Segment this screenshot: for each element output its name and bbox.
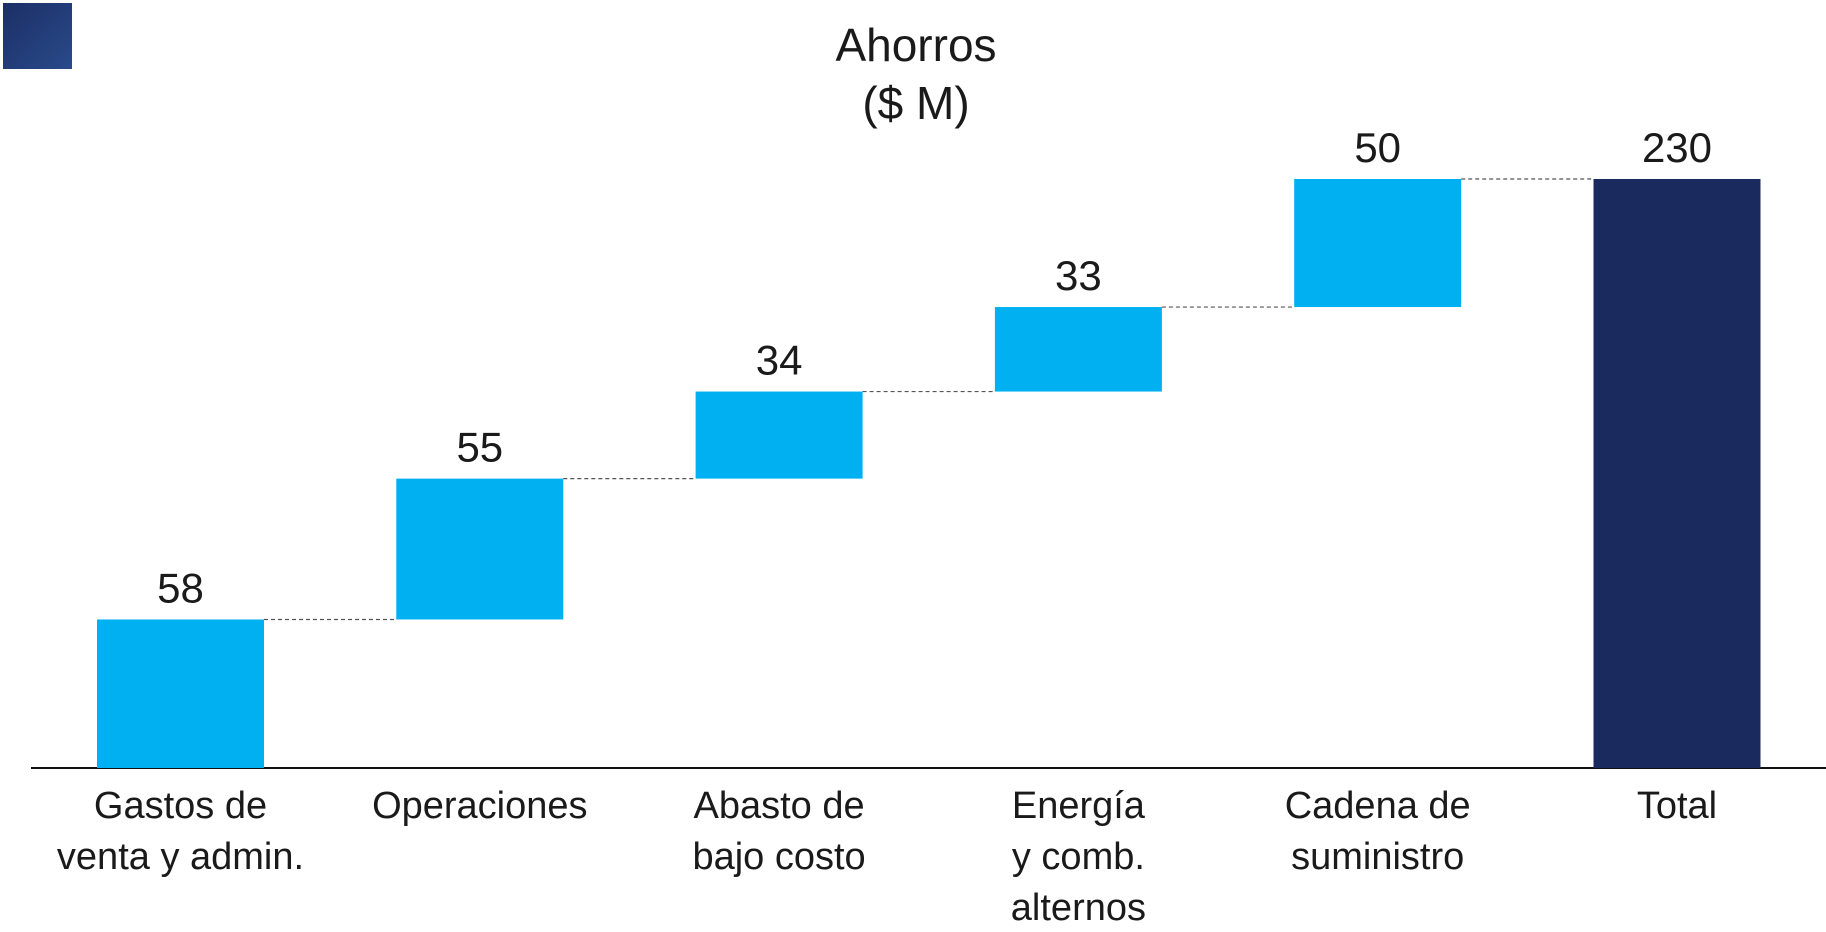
bar <box>396 478 564 620</box>
bar <box>97 619 264 768</box>
x-tick-label: suministro <box>1291 836 1464 878</box>
x-tick-label: y comb. <box>1012 836 1145 878</box>
x-tick-label: venta y admin. <box>57 836 304 878</box>
x-tick-label: alternos <box>1011 887 1146 929</box>
logo-square <box>3 3 72 69</box>
x-tick-label: Gastos de <box>94 785 267 827</box>
chart-title: Ahorros <box>835 19 996 71</box>
bar <box>695 391 863 479</box>
value-label: 58 <box>157 565 204 612</box>
x-tick-label: bajo costo <box>692 836 865 878</box>
bar <box>1294 179 1462 308</box>
x-tick-label: Total <box>1637 785 1717 827</box>
value-label: 50 <box>1354 124 1401 171</box>
value-label: 55 <box>456 424 503 471</box>
x-tick-label: Energía <box>1012 785 1146 827</box>
value-label: 230 <box>1642 124 1712 171</box>
bar <box>1593 179 1761 768</box>
chart-subtitle: ($ M) <box>862 77 969 129</box>
value-label: 33 <box>1055 252 1102 299</box>
x-tick-label: Cadena de <box>1285 785 1471 827</box>
x-tick-label: Operaciones <box>372 785 587 827</box>
x-tick-label: Abasto de <box>694 785 865 827</box>
value-label: 34 <box>756 337 803 384</box>
bar <box>994 307 1162 392</box>
